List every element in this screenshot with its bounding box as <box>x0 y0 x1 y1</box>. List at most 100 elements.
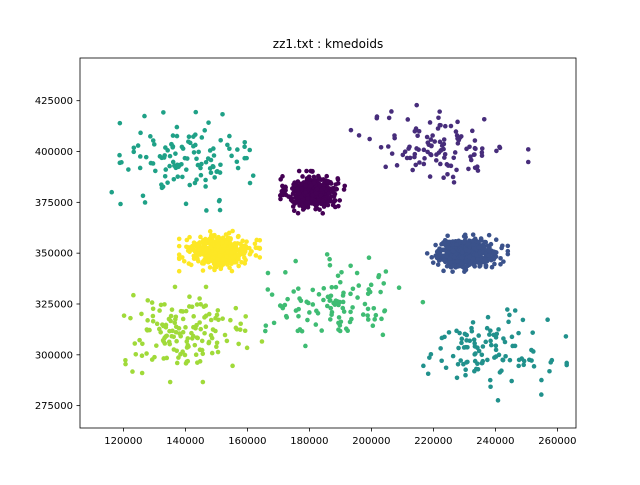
scatter-point-cluster-3 <box>464 338 469 343</box>
scatter-point-cluster-3 <box>495 398 501 403</box>
scatter-point-cluster-5 <box>376 274 381 280</box>
scatter-point-cluster-0 <box>290 191 296 197</box>
x-tick-label: 120000 <box>104 436 142 447</box>
scatter-point-cluster-5 <box>316 292 322 297</box>
scatter-point-cluster-6 <box>215 349 221 355</box>
scatter-point-cluster-5 <box>325 294 331 300</box>
x-tick-label: 200000 <box>352 436 390 447</box>
scatter-point-cluster-0 <box>318 187 324 192</box>
scatter-point-cluster-7 <box>235 252 240 258</box>
scatter-point-cluster-4 <box>137 165 143 171</box>
scatter-point-cluster-7 <box>209 258 214 263</box>
scatter-point-cluster-6 <box>195 335 200 341</box>
points-layer <box>109 102 569 403</box>
scatter-point-cluster-6 <box>169 307 175 312</box>
scatter-point-cluster-3 <box>503 353 508 359</box>
scatter-point-cluster-6 <box>157 326 162 332</box>
scatter-point-cluster-3 <box>479 352 485 358</box>
scatter-point-cluster-5 <box>263 323 269 328</box>
scatter-point-cluster-4 <box>198 172 204 178</box>
x-tick-label: 240000 <box>476 436 514 447</box>
scatter-point-cluster-2 <box>501 259 506 264</box>
scatter-point-cluster-7 <box>215 257 221 262</box>
scatter-point-cluster-6 <box>154 321 160 327</box>
scatter-point-cluster-5 <box>378 289 383 295</box>
scatter-point-cluster-5 <box>341 309 347 314</box>
scatter-point-cluster-3 <box>454 375 460 381</box>
scatter-point-cluster-0 <box>342 183 348 189</box>
scatter-point-cluster-2 <box>461 234 467 239</box>
scatter-point-cluster-6 <box>191 314 196 319</box>
scatter-point-cluster-4 <box>173 151 178 156</box>
scatter-point-cluster-7 <box>184 244 189 250</box>
scatter-point-cluster-0 <box>311 174 317 180</box>
scatter-point-cluster-3 <box>488 328 493 333</box>
scatter-point-cluster-1 <box>438 161 443 167</box>
scatter-point-cluster-7 <box>195 256 200 261</box>
scatter-point-cluster-4 <box>148 134 153 139</box>
scatter-point-cluster-4 <box>196 149 201 155</box>
scatter-point-cluster-2 <box>441 257 447 263</box>
scatter-point-cluster-7 <box>219 248 225 254</box>
scatter-point-cluster-3 <box>516 357 522 363</box>
scatter-point-cluster-3 <box>480 344 486 349</box>
scatter-point-cluster-5 <box>283 270 288 275</box>
scatter-point-cluster-6 <box>210 327 216 332</box>
scatter-point-cluster-5 <box>348 309 353 315</box>
scatter-point-cluster-5 <box>327 256 332 262</box>
scatter-point-cluster-3 <box>496 327 501 332</box>
scatter-point-cluster-5 <box>277 303 283 308</box>
scatter-point-cluster-4 <box>160 184 166 190</box>
scatter-point-cluster-1 <box>414 102 420 108</box>
scatter-point-cluster-1 <box>452 150 458 155</box>
scatter-point-cluster-0 <box>325 202 331 208</box>
scatter-point-cluster-1 <box>421 147 427 153</box>
y-tick-label: 400000 <box>35 147 73 158</box>
scatter-point-cluster-5 <box>328 305 334 311</box>
scatter-point-cluster-5 <box>360 312 366 317</box>
scatter-point-cluster-6 <box>201 304 207 309</box>
scatter-point-cluster-7 <box>207 245 213 250</box>
scatter-point-cluster-3 <box>485 357 490 363</box>
scatter-point-cluster-6 <box>154 343 159 348</box>
scatter-point-cluster-2 <box>489 264 495 270</box>
scatter-point-cluster-4 <box>202 128 208 133</box>
scatter-point-cluster-6 <box>164 333 170 339</box>
scatter-point-cluster-6 <box>197 320 202 325</box>
scatter-point-cluster-6 <box>130 369 135 374</box>
scatter-point-cluster-3 <box>500 357 505 363</box>
scatter-point-cluster-2 <box>481 245 487 251</box>
scatter-point-cluster-2 <box>446 246 451 251</box>
scatter-point-cluster-3 <box>564 360 569 366</box>
scatter-point-cluster-2 <box>470 256 476 262</box>
scatter-point-cluster-1 <box>473 146 478 152</box>
scatter-point-cluster-0 <box>303 183 309 188</box>
scatter-point-cluster-6 <box>152 354 157 360</box>
scatter-point-cluster-6 <box>220 316 225 321</box>
scatter-point-cluster-3 <box>505 307 510 312</box>
scatter-point-cluster-7 <box>217 253 223 259</box>
x-tick-label: 260000 <box>538 436 576 447</box>
scatter-point-cluster-3 <box>455 361 461 367</box>
scatter-point-cluster-0 <box>291 208 297 214</box>
scatter-point-cluster-0 <box>324 173 330 179</box>
scatter-point-cluster-3 <box>506 319 511 325</box>
scatter-point-cluster-7 <box>200 238 206 243</box>
scatter-point-cluster-3 <box>462 331 468 337</box>
scatter-point-cluster-1 <box>439 143 445 148</box>
scatter-point-cluster-4 <box>208 170 214 176</box>
scatter-point-cluster-2 <box>470 232 476 237</box>
scatter-point-cluster-3 <box>529 347 534 353</box>
scatter-point-cluster-6 <box>237 327 243 332</box>
scatter-point-cluster-3 <box>527 357 532 363</box>
scatter-point-cluster-0 <box>291 182 297 188</box>
scatter-point-cluster-3 <box>446 330 452 335</box>
scatter-point-cluster-1 <box>442 155 447 160</box>
scatter-point-cluster-6 <box>214 344 219 350</box>
scatter-point-cluster-6 <box>180 349 185 355</box>
scatter-point-cluster-1 <box>424 134 430 140</box>
scatter-point-cluster-7 <box>215 247 221 252</box>
scatter-point-cluster-3 <box>509 334 515 340</box>
scatter-point-cluster-6 <box>147 327 152 333</box>
scatter-point-cluster-5 <box>296 313 301 319</box>
